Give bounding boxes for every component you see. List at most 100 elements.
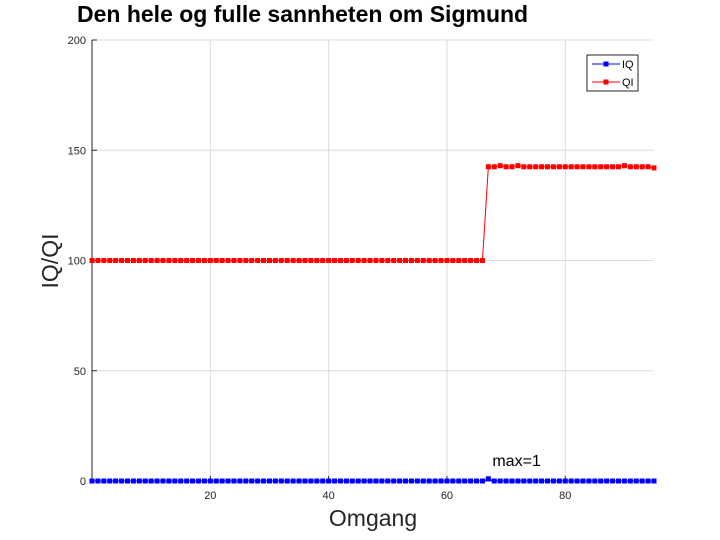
y-axis-label: IQ/QI [37,234,63,289]
data-point [308,478,314,484]
data-point [231,478,237,484]
data-point [639,164,645,170]
data-point [332,258,338,263]
data-point [113,258,119,263]
data-point [414,478,420,484]
data-point [533,478,539,484]
data-point [604,478,610,484]
y-tick-label: 150 [68,145,86,157]
data-point [497,478,503,484]
data-point [379,258,385,263]
data-point [385,258,391,263]
data-point [349,258,355,263]
data-point [107,478,113,484]
data-point [598,478,604,484]
data-point [456,478,462,484]
data-point [243,478,249,484]
data-point [610,478,616,484]
data-point [225,258,231,263]
data-point [207,258,213,263]
data-point [491,478,497,484]
legend-marker-iq [603,61,609,67]
data-point [462,478,468,484]
data-point [521,478,527,484]
data-point [255,258,261,263]
data-point [119,478,125,484]
data-point [379,478,385,484]
data-point [616,478,622,484]
data-point [503,164,509,170]
data-point [633,478,639,484]
data-point [326,478,332,484]
y-tick-label: 50 [74,366,86,378]
data-point [343,258,349,263]
data-point [89,478,95,484]
data-point [296,258,302,263]
data-point [621,163,627,169]
series-iq [89,476,657,484]
legend-marker-qi [603,79,609,85]
data-point [172,478,178,484]
data-point [101,478,107,484]
data-point [515,478,521,484]
data-point [468,258,474,263]
data-point [545,164,551,170]
data-point [367,258,373,263]
data-point [195,258,201,263]
data-point [148,478,154,484]
data-point [533,164,539,170]
data-point [284,478,290,484]
data-point [178,258,184,263]
data-point [456,258,462,263]
legend: IQ QI [586,54,639,92]
data-point [509,164,515,170]
data-point [154,478,160,484]
data-point [302,478,308,484]
data-point [148,258,154,263]
data-point [237,478,243,484]
y-tick-label: 200 [68,35,86,47]
data-point [142,478,148,484]
data-point [651,165,657,171]
data-point [474,478,480,484]
data-point [201,478,207,484]
data-point [166,258,172,263]
data-point [243,258,249,263]
data-point [337,258,343,263]
chart-title: Den hele og fulle sannheten om Sigmund [77,1,528,27]
data-point [184,478,190,484]
data-point [142,258,148,263]
data-point [414,258,420,263]
data-point [225,478,231,484]
data-point [485,476,491,482]
data-point [136,478,142,484]
x-tick-label: 60 [441,490,453,502]
data-point [633,164,639,170]
data-point [219,258,225,263]
data-point [201,258,207,263]
data-point [545,478,551,484]
data-point [479,258,485,263]
data-point [326,258,332,263]
data-point [627,164,633,170]
data-point [598,164,604,170]
data-point [266,258,272,263]
data-point [124,258,130,263]
data-point [580,478,586,484]
data-point [373,258,379,263]
data-point [639,478,645,484]
data-point [255,478,261,484]
data-point [190,478,196,484]
data-point [249,478,255,484]
data-point [266,478,272,484]
data-point [154,258,160,263]
data-point [420,258,426,263]
data-point [397,258,403,263]
data-point [616,164,622,170]
data-point [367,478,373,484]
data-point [462,258,468,263]
data-point [237,258,243,263]
series-line-qi [92,165,655,261]
data-point [107,258,113,263]
data-point [361,258,367,263]
